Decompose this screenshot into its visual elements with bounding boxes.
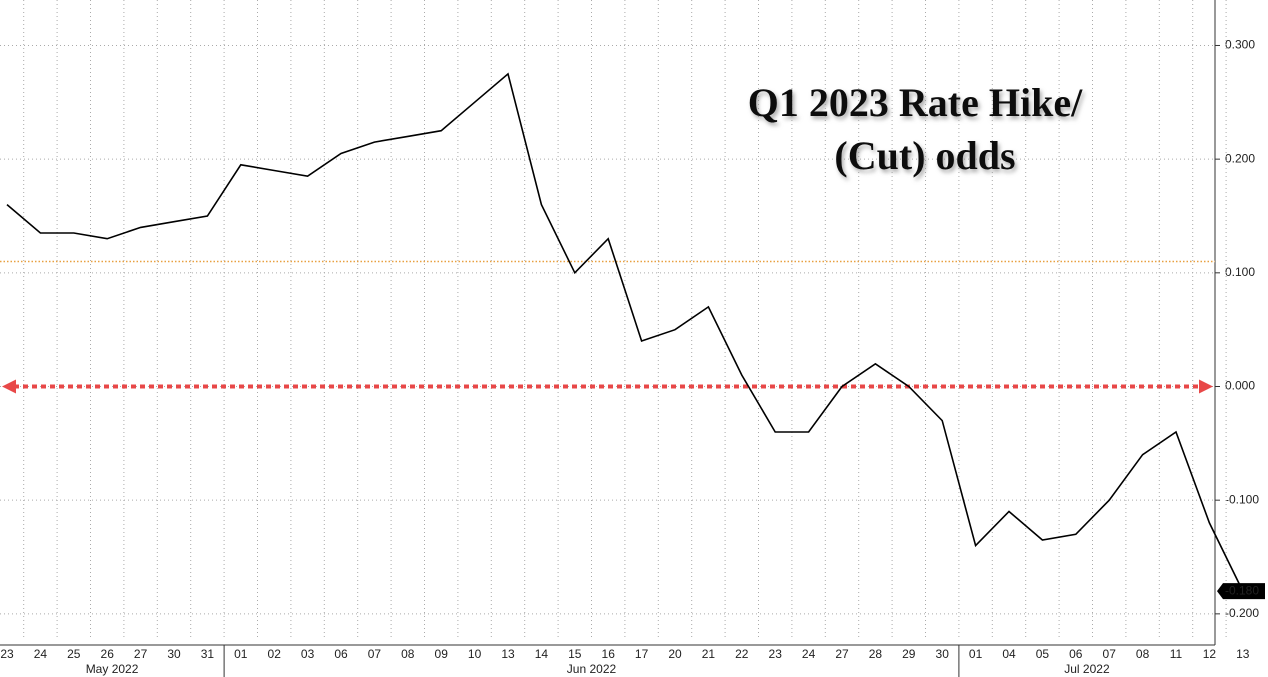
x-tick-label: 07 <box>1103 647 1117 661</box>
y-tick-label: 0.200 <box>1225 151 1255 165</box>
x-tick-label: 30 <box>936 647 950 661</box>
x-tick-label: 27 <box>134 647 148 661</box>
x-tick-label: 31 <box>201 647 215 661</box>
x-tick-label: 29 <box>902 647 916 661</box>
y-tick-label: 0.000 <box>1225 379 1255 393</box>
chart-title: Q1 2023 Rate Hike/ <box>748 80 1083 125</box>
x-tick-label: 01 <box>234 647 248 661</box>
x-tick-label: 28 <box>869 647 883 661</box>
x-tick-label: 17 <box>635 647 649 661</box>
x-tick-label: 06 <box>334 647 348 661</box>
chart-title: (Cut) odds <box>834 133 1015 178</box>
arrow-head <box>2 379 16 394</box>
x-tick-label: 08 <box>401 647 415 661</box>
x-tick-label: 26 <box>101 647 115 661</box>
x-tick-label: 24 <box>34 647 48 661</box>
x-tick-label: 12 <box>1203 647 1217 661</box>
x-tick-label: 06 <box>1069 647 1083 661</box>
y-tick-label: 0.300 <box>1225 38 1255 52</box>
x-tick-label: 02 <box>268 647 282 661</box>
line-series <box>6 72 1244 592</box>
x-tick-label: 10 <box>468 647 482 661</box>
x-tick-label: 25 <box>67 647 81 661</box>
x-tick-label: 14 <box>535 647 549 661</box>
x-tick-label: 23 <box>769 647 783 661</box>
x-tick-label: 13 <box>1236 647 1250 661</box>
x-tick-label: 30 <box>167 647 181 661</box>
x-tick-label: 16 <box>602 647 616 661</box>
month-label: Jun 2022 <box>567 662 617 676</box>
value-label-box <box>1217 583 1265 600</box>
x-tick-label: 05 <box>1036 647 1050 661</box>
x-tick-label: 01 <box>969 647 983 661</box>
x-tick-label: 09 <box>435 647 449 661</box>
month-label: Jul 2022 <box>1064 662 1110 676</box>
x-tick-label: 13 <box>501 647 515 661</box>
x-tick-label: 15 <box>568 647 582 661</box>
month-label: May 2022 <box>86 662 139 676</box>
x-tick-label: 21 <box>702 647 716 661</box>
value-label: -0.180 <box>1225 583 1259 597</box>
x-tick-label: 07 <box>368 647 382 661</box>
y-tick-label: 0.100 <box>1225 265 1255 279</box>
x-tick-label: 04 <box>1002 647 1016 661</box>
y-tick-label: -0.100 <box>1225 492 1259 506</box>
x-tick-label: 08 <box>1136 647 1150 661</box>
x-tick-label: 20 <box>668 647 682 661</box>
arrow-head <box>1199 379 1213 394</box>
x-tick-label: 22 <box>735 647 749 661</box>
x-tick-label: 27 <box>835 647 849 661</box>
x-tick-label: 11 <box>1170 647 1183 661</box>
x-tick-label: 23 <box>0 647 14 661</box>
y-tick-label: -0.200 <box>1225 606 1259 620</box>
x-tick-label: 24 <box>802 647 816 661</box>
x-tick-label: 03 <box>301 647 315 661</box>
